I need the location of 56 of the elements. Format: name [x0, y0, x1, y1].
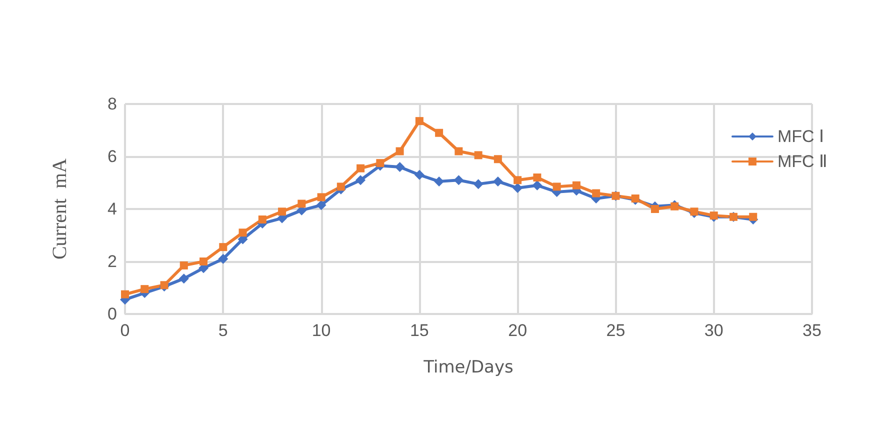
point — [219, 243, 228, 252]
y-tick-label: 8 — [108, 94, 117, 114]
point — [415, 117, 424, 126]
point — [376, 159, 384, 168]
point — [533, 174, 542, 182]
point — [473, 179, 484, 190]
point — [316, 200, 326, 210]
x-tick-label: 25 — [606, 321, 626, 340]
x-axis-title: Time/Days — [422, 358, 514, 378]
y-tick-label: 4 — [108, 200, 117, 218]
point — [140, 285, 149, 294]
legend-label: MFC Ⅱ — [777, 152, 827, 171]
point — [356, 175, 366, 186]
point — [532, 180, 542, 190]
point — [396, 147, 404, 156]
point — [180, 261, 188, 270]
point — [474, 151, 482, 160]
y-tick-label: 2 — [108, 252, 117, 271]
point — [394, 162, 405, 172]
legend-label: MFC Ⅰ — [777, 127, 824, 146]
x-tick-label: 20 — [508, 321, 528, 340]
x-tick-label: 35 — [802, 321, 822, 340]
point — [278, 208, 286, 216]
point — [650, 205, 659, 213]
y-axis-title: Current mA — [49, 158, 71, 260]
point — [336, 182, 345, 191]
point — [512, 183, 523, 193]
point — [492, 176, 503, 186]
point — [258, 216, 266, 224]
x-tick-label: 30 — [704, 321, 724, 340]
point — [435, 128, 444, 137]
point — [434, 176, 444, 186]
point — [317, 193, 326, 202]
point — [200, 258, 208, 266]
point — [454, 175, 464, 186]
point — [414, 170, 424, 180]
x-tick-label: 10 — [312, 321, 331, 340]
point — [572, 181, 580, 190]
y-tick-label: 0 — [108, 304, 117, 324]
point — [631, 194, 640, 202]
point — [218, 254, 228, 264]
point — [749, 212, 758, 221]
point — [552, 182, 561, 191]
point — [298, 200, 306, 208]
x-tick-label: 0 — [120, 321, 130, 340]
point — [356, 164, 365, 172]
point — [592, 189, 600, 198]
point — [494, 155, 502, 164]
point — [238, 228, 247, 237]
x-tick-label: 15 — [410, 321, 429, 340]
point — [121, 290, 129, 298]
x-tick-label: 5 — [218, 321, 228, 340]
y-tick-label: 6 — [108, 147, 117, 166]
point — [178, 274, 189, 284]
point — [514, 176, 522, 184]
point — [454, 147, 463, 156]
